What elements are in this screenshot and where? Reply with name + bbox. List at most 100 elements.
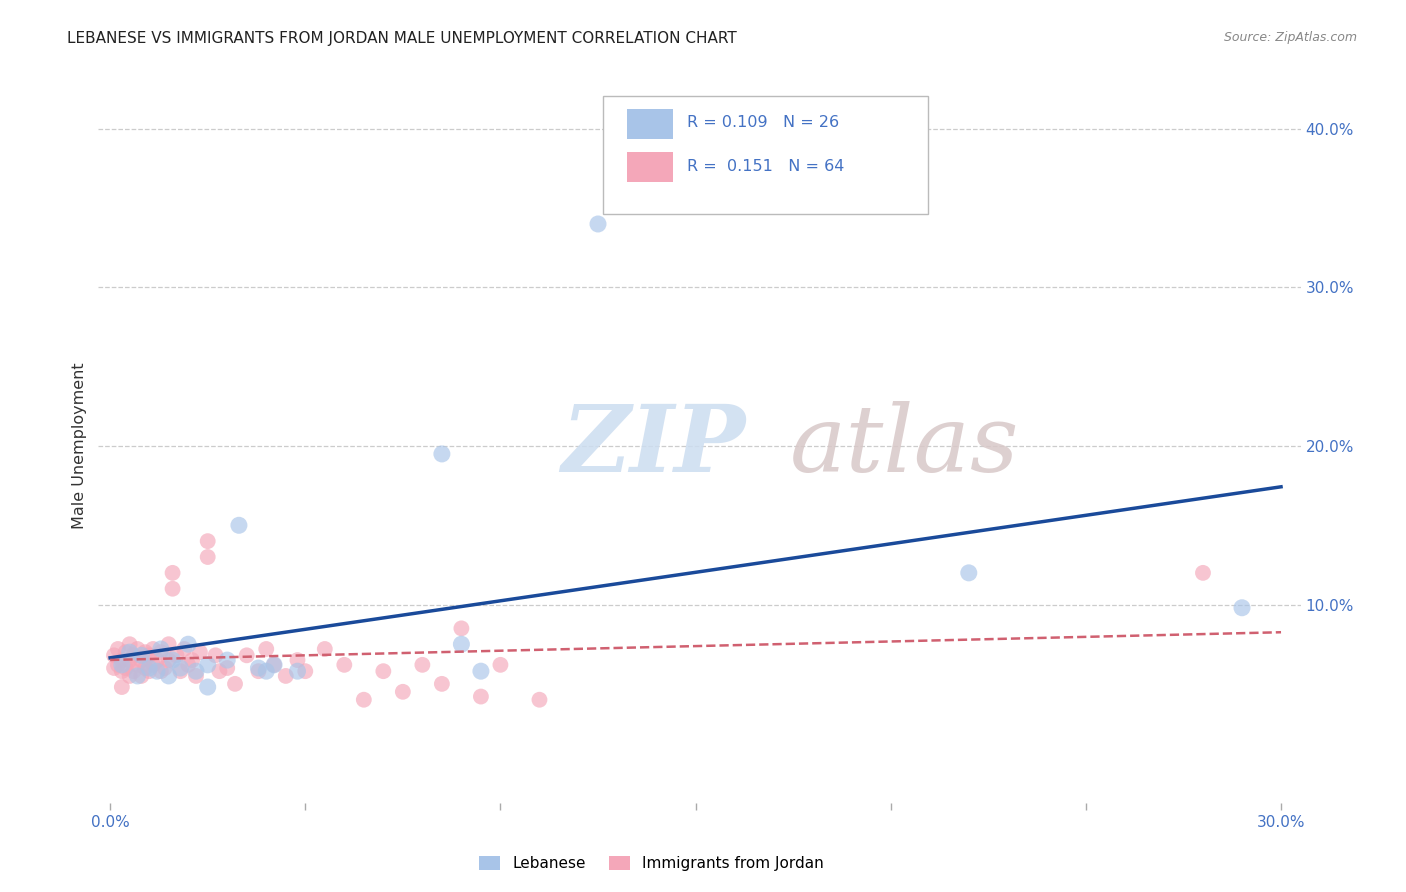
Text: atlas: atlas [790,401,1019,491]
Text: R =  0.151   N = 64: R = 0.151 N = 64 [688,159,845,174]
Point [235,648,257,663]
FancyBboxPatch shape [627,109,673,139]
Point [138,648,160,663]
Point [173,642,195,657]
Point [181,653,204,667]
Point [294,664,316,678]
Point [470,664,492,678]
Point [197,680,219,694]
Point [254,642,277,657]
Point [146,664,169,678]
Point [586,217,609,231]
Point [149,664,172,678]
Point [392,685,415,699]
Point [134,645,156,659]
Point [1230,600,1253,615]
Text: LEBANESE VS IMMIGRANTS FROM JORDAN MALE UNEMPLOYMENT CORRELATION CHART: LEBANESE VS IMMIGRANTS FROM JORDAN MALE … [67,31,737,46]
Point [134,661,156,675]
FancyBboxPatch shape [603,96,928,214]
Point [118,653,141,667]
Point [114,645,136,659]
Point [197,657,219,672]
Point [1192,566,1215,580]
Point [142,642,165,657]
Point [247,661,270,675]
Point [149,642,172,657]
Text: ZIP: ZIP [561,401,745,491]
Point [153,661,176,675]
Point [111,653,134,667]
Point [127,657,149,672]
Point [411,657,433,672]
Point [157,669,180,683]
Point [353,692,375,706]
Point [118,645,141,659]
Point [166,648,188,663]
Point [217,661,239,675]
Point [287,653,309,667]
Point [314,642,336,657]
Point [103,661,125,675]
Point [157,637,180,651]
Point [228,518,250,533]
Point [470,690,492,704]
Point [188,645,211,659]
Point [138,664,160,678]
Point [197,549,219,564]
Point [107,657,129,672]
Point [118,669,141,683]
Point [208,664,231,678]
Point [263,657,285,672]
Point [138,661,160,675]
Point [529,692,551,706]
Point [263,657,285,672]
Point [177,657,200,672]
Point [107,642,129,657]
Point [197,534,219,549]
Point [111,680,134,694]
Point [142,657,165,672]
Point [430,447,453,461]
Text: R = 0.109   N = 26: R = 0.109 N = 26 [688,115,839,130]
Text: Source: ZipAtlas.com: Source: ZipAtlas.com [1223,31,1357,45]
Point [111,664,134,678]
Point [122,648,145,663]
Point [149,645,172,659]
Point [430,677,453,691]
Y-axis label: Male Unemployment: Male Unemployment [72,363,87,529]
Point [111,657,134,672]
Point [127,669,149,683]
Point [118,637,141,651]
Point [103,648,125,663]
Point [162,566,184,580]
Point [957,566,980,580]
Point [157,653,180,667]
Point [184,669,207,683]
Point [131,669,153,683]
Point [127,642,149,657]
Legend: Lebanese, Immigrants from Jordan: Lebanese, Immigrants from Jordan [472,849,830,877]
Point [177,637,200,651]
Point [114,661,136,675]
Point [287,664,309,678]
Point [247,664,270,678]
Point [184,664,207,678]
Point [254,664,277,678]
Point [204,648,226,663]
Point [450,637,472,651]
Point [450,621,472,635]
Point [274,669,297,683]
Point [217,653,239,667]
Point [224,677,246,691]
Point [131,648,153,663]
Point [131,653,153,667]
Point [333,657,356,672]
Point [169,661,191,675]
Point [489,657,512,672]
Point [373,664,395,678]
Point [162,582,184,596]
Point [169,664,191,678]
FancyBboxPatch shape [627,152,673,182]
Point [122,664,145,678]
Point [146,653,169,667]
